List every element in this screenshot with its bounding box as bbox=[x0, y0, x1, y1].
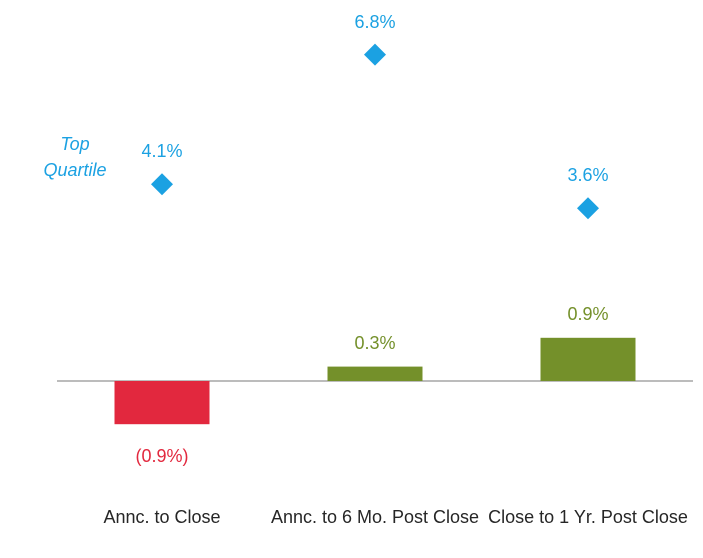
bar bbox=[114, 381, 210, 425]
data-label: 0.9% bbox=[567, 303, 609, 324]
data-label: 4.1% bbox=[141, 141, 183, 162]
data-label: 3.6% bbox=[567, 165, 609, 186]
data-label: 0.3% bbox=[354, 332, 396, 353]
x-tick-label: Annc. to 6 Mo. Post Close bbox=[270, 507, 480, 527]
data-label: (0.9%) bbox=[135, 446, 189, 467]
data-label: 6.8% bbox=[354, 11, 396, 32]
diamond-marker bbox=[151, 173, 173, 196]
diamond-marker bbox=[577, 197, 599, 220]
bar bbox=[327, 366, 423, 381]
x-tick-label: Close to 1 Yr. Post Close bbox=[488, 507, 688, 527]
x-tick-label: Annc. to Close bbox=[103, 507, 221, 527]
bar bbox=[540, 337, 636, 381]
series-annotation: Top Quartile bbox=[43, 134, 107, 180]
diamond-marker bbox=[364, 43, 386, 66]
